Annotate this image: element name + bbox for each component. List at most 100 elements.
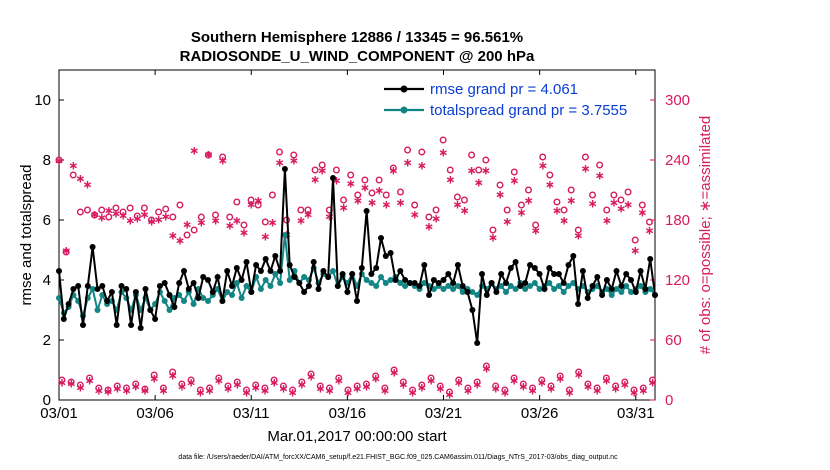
x-tick-label-03/16: 03/16 <box>329 405 367 422</box>
obs-possible-marker-29 <box>261 218 269 226</box>
obs-possible-low-marker-40 <box>427 374 435 382</box>
obs-possible-marker-46 <box>382 191 390 199</box>
rmse-point-98 <box>527 262 533 268</box>
rmse-point-33 <box>214 274 221 280</box>
obs-possible-marker-26 <box>240 221 248 229</box>
rmse-point-13 <box>118 283 125 289</box>
obs-possible-low-marker-34 <box>372 372 380 380</box>
rmse-point-117 <box>618 283 625 289</box>
rmse-point-25 <box>176 280 183 286</box>
spread-point-37 <box>233 280 240 286</box>
obs-assimilated-low-marker-57: ∗ <box>583 380 593 394</box>
rmse-point-26 <box>181 268 187 274</box>
rmse-point-9 <box>99 283 106 289</box>
rmse-point-16 <box>132 289 139 295</box>
rmse-point-73 <box>406 280 413 286</box>
obs-possible-low-marker-26 <box>298 378 306 386</box>
obs-assimilated-low-marker-6: ∗ <box>112 382 122 396</box>
obs-possible-low-marker-43 <box>455 376 463 384</box>
rmse-point-77 <box>426 292 433 298</box>
rmse-point-52 <box>305 283 312 289</box>
spread-point-80 <box>440 286 447 292</box>
obs-possible-marker-55 <box>446 166 454 174</box>
obs-assimilated-marker-48: ∗ <box>395 196 405 210</box>
y-right-tick-label-180: 180 <box>665 212 690 229</box>
obs-possible-marker-43 <box>361 176 369 184</box>
rmse-point-31 <box>205 277 211 283</box>
rmse-point-55 <box>320 268 327 274</box>
rmse-point-5 <box>80 322 86 328</box>
obs-assimilated-marker-38: ∗ <box>324 210 334 224</box>
obs-assimilated-marker-63: ∗ <box>502 215 512 229</box>
spread-point-47 <box>281 232 288 238</box>
obs-possible-low-marker-44 <box>464 384 472 392</box>
obs-assimilated-low-marker-1: ∗ <box>66 377 76 391</box>
rmse-point-59 <box>339 271 346 277</box>
obs-possible-marker-75 <box>589 191 597 199</box>
obs-possible-marker-59 <box>475 166 483 174</box>
obs-possible-marker-39 <box>332 166 340 174</box>
obs-possible-marker-64 <box>510 168 518 176</box>
y-left-tick-label-6: 6 <box>43 212 51 229</box>
obs-possible-low-marker-24 <box>279 382 287 390</box>
spread-point-118 <box>623 283 630 289</box>
obs-assimilated-marker-34: ∗ <box>296 214 306 228</box>
spread-point-95 <box>512 286 519 292</box>
obs-possible-marker-22 <box>211 211 219 219</box>
obs-assimilated-marker-26: ∗ <box>239 226 249 240</box>
obs-assimilated-marker-64: ∗ <box>509 174 519 188</box>
rmse-point-37 <box>233 265 240 271</box>
rmse-point-20 <box>152 316 159 322</box>
rmse-point-48 <box>286 262 293 268</box>
y-left-tick-label-8: 8 <box>43 152 51 169</box>
obs-assimilated-marker-33: ∗ <box>289 154 299 168</box>
obs-assimilated-marker-3: ∗ <box>75 172 85 186</box>
obs-count-markers: ∗∗∗∗∗∗∗∗∗∗∗∗∗∗∗∗∗∗∗∗∗∗∗∗∗∗∗∗∗∗∗∗ ∗∗∗∗∗∗∗∗… <box>54 136 658 402</box>
obs-assimilated-marker-13: ∗ <box>146 215 156 229</box>
rmse-point-89 <box>483 292 490 298</box>
obs-assimilated-low-marker-63: ∗ <box>638 384 648 398</box>
obs-possible-marker-48 <box>396 188 404 196</box>
obs-assimilated-marker-68: ∗ <box>538 159 548 173</box>
rmse-point-113 <box>599 292 606 298</box>
spread-point-0 <box>56 295 62 301</box>
obs-assimilated-marker-2: ∗ <box>68 159 78 173</box>
obs-assimilated-low-marker-3: ∗ <box>85 374 95 388</box>
obs-possible-low-marker-35 <box>381 384 389 392</box>
obs-assimilated-marker-30: ∗ <box>267 216 277 230</box>
spread-point-103 <box>551 286 558 292</box>
rmse-point-75 <box>416 283 423 289</box>
obs-assimilated-low-marker-59: ∗ <box>601 374 611 388</box>
obs-possible-marker-5 <box>91 211 99 219</box>
obs-assimilated-marker-75: ∗ <box>587 197 597 211</box>
obs-assimilated-marker-78: ∗ <box>609 196 619 210</box>
obs-assimilated-marker-1: ∗ <box>61 244 71 258</box>
rmse-point-70 <box>392 277 399 283</box>
obs-assimilated-marker-14: ∗ <box>154 213 164 227</box>
obs-possible-low-marker-7 <box>122 384 130 392</box>
obs-assimilated-marker-40: ∗ <box>339 201 349 215</box>
rmse-point-10 <box>104 298 111 304</box>
obs-possible-marker-17 <box>176 201 184 209</box>
obs-possible-marker-67 <box>532 221 540 229</box>
y-left-tick-label-0: 0 <box>43 392 51 409</box>
spread-point-87 <box>474 292 481 298</box>
obs-possible-marker-71 <box>560 206 568 214</box>
obs-assimilated-low-marker-21: ∗ <box>251 381 261 395</box>
spread-point-22 <box>161 298 168 304</box>
rmse-point-119 <box>628 277 634 283</box>
rmse-point-120 <box>632 289 639 295</box>
rmse-point-43 <box>262 256 269 262</box>
obs-assimilated-low-marker-2: ∗ <box>75 381 85 395</box>
spread-point-30 <box>200 295 207 301</box>
rmse-point-97 <box>522 280 529 286</box>
rmse-point-118 <box>623 271 630 277</box>
spread-point-93 <box>503 289 509 295</box>
obs-possible-marker-2 <box>69 171 77 179</box>
obs-assimilated-low-marker-44: ∗ <box>463 384 473 398</box>
obs-possible-low-marker-6 <box>113 382 121 390</box>
obs-possible-marker-18 <box>183 231 191 239</box>
obs-assimilated-marker-8: ∗ <box>111 207 121 221</box>
spread-point-65 <box>368 280 375 286</box>
obs-assimilated-low-marker-20: ∗ <box>241 386 251 400</box>
